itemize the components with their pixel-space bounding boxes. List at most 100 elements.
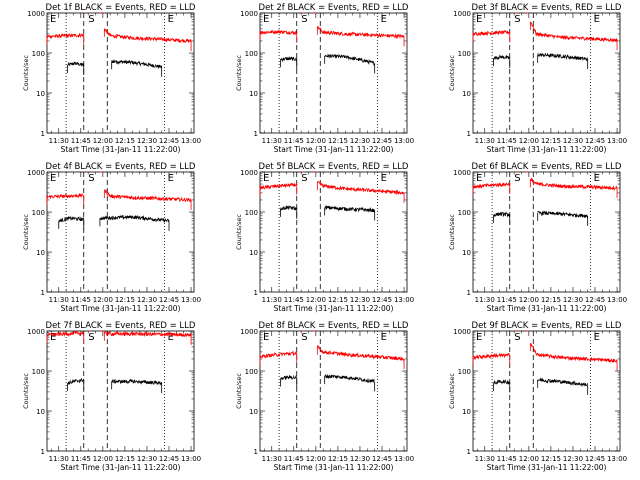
- x-tick-label: 13:00: [394, 296, 414, 304]
- x-tick-label: 11:30: [49, 137, 69, 145]
- x-tick-label: 11:45: [284, 296, 304, 304]
- event-marker: S: [514, 332, 520, 343]
- y-axis-label: Counts/sec: [235, 55, 243, 91]
- x-tick-label: 13:00: [181, 137, 201, 145]
- x-tick-label: 12:00: [93, 296, 113, 304]
- x-tick-label: 13:00: [394, 137, 414, 145]
- x-tick-label: 12:15: [541, 455, 561, 463]
- event-marker: S: [88, 173, 94, 184]
- x-tick-label: 12:30: [563, 455, 583, 463]
- x-tick-label: 12:00: [519, 137, 539, 145]
- y-tick-label: 1000: [453, 328, 471, 336]
- x-tick-label: 12:15: [328, 137, 348, 145]
- y-tick-label: 100: [32, 209, 45, 217]
- lld-series-line: [259, 350, 298, 359]
- event-marker: E: [168, 14, 174, 25]
- event-marker: S: [88, 332, 94, 343]
- events-series-line: [324, 53, 376, 66]
- chart-panel: Det 5f BLACK = Events, RED = LLD 1 10 100 10…: [235, 162, 414, 313]
- events-series-line: [280, 205, 298, 211]
- event-marker: E: [50, 14, 56, 25]
- plot-frame: [259, 12, 408, 134]
- y-tick-label: 100: [32, 368, 45, 376]
- plot-frame: [472, 12, 621, 134]
- chart-panel: Det 6f BLACK = Events, RED = LLD 1 10 100 10…: [448, 162, 627, 313]
- y-axis-label: Counts/sec: [235, 373, 243, 409]
- x-axis-label: Start Time (31-Jan-11 11:22:00): [274, 463, 394, 472]
- events-series-line: [67, 61, 85, 67]
- event-marker: E: [476, 14, 482, 25]
- events-series-line: [280, 56, 298, 63]
- x-tick-label: 13:00: [607, 455, 627, 463]
- y-tick-label: 10: [462, 249, 471, 257]
- x-axis-label: Start Time (31-Jan-11 11:22:00): [487, 304, 607, 313]
- events-series-line: [537, 52, 588, 62]
- x-tick-label: 12:30: [563, 137, 583, 145]
- y-tick-label: 1: [467, 289, 471, 297]
- x-tick-label: 12:15: [115, 296, 135, 304]
- x-tick-label: 12:00: [306, 296, 326, 304]
- y-tick-label: 1000: [453, 169, 471, 177]
- chart-title: Det 3f BLACK = Events, RED = LLD: [472, 3, 622, 13]
- x-tick-label: 12:30: [350, 137, 370, 145]
- lld-series-line: [472, 352, 511, 361]
- x-tick-label: 11:30: [262, 455, 282, 463]
- x-tick-label: 11:45: [71, 137, 91, 145]
- event-marker: S: [301, 173, 307, 184]
- plot-frame: [259, 171, 408, 293]
- event-marker: S: [514, 173, 520, 184]
- events-series-line: [537, 210, 589, 219]
- lld-series-line: [529, 177, 618, 191]
- chart-title: Det 7f BLACK = Events, RED = LLD: [46, 321, 196, 331]
- y-axis-label: Counts/sec: [22, 373, 30, 409]
- x-tick-label: 12:45: [159, 455, 179, 463]
- y-tick-label: 100: [458, 209, 471, 217]
- y-axis-label: Counts/sec: [448, 373, 456, 409]
- lld-series-line: [46, 32, 85, 39]
- x-axis-label: Start Time (31-Jan-11 11:22:00): [487, 463, 607, 472]
- chart-panel: Det 9f BLACK = Events, RED = LLD 1 10 100 10…: [448, 321, 627, 472]
- event-marker: E: [263, 14, 269, 25]
- x-tick-label: 12:45: [585, 296, 605, 304]
- y-tick-label: 1: [41, 289, 45, 297]
- event-marker: E: [263, 332, 269, 343]
- x-tick-label: 11:30: [475, 296, 495, 304]
- event-marker: E: [594, 14, 600, 25]
- x-tick-label: 12:30: [563, 296, 583, 304]
- chart-title: Det 8f BLACK = Events, RED = LLD: [259, 321, 409, 331]
- x-tick-label: 13:00: [607, 296, 627, 304]
- chart-panel: Det 8f BLACK = Events, RED = LLD 1 10 100 10…: [235, 321, 414, 472]
- y-tick-label: 1000: [27, 328, 45, 336]
- event-marker: E: [476, 173, 482, 184]
- x-tick-label: 11:45: [497, 137, 517, 145]
- event-marker: S: [301, 14, 307, 25]
- y-tick-label: 1000: [240, 328, 258, 336]
- y-tick-label: 100: [245, 368, 258, 376]
- lld-series-line: [259, 183, 298, 190]
- events-series-line: [280, 374, 298, 380]
- y-tick-label: 10: [249, 408, 258, 416]
- y-tick-label: 1: [254, 448, 258, 456]
- lld-series-line: [104, 189, 192, 203]
- event-marker: E: [50, 173, 56, 184]
- chart-panel: Det 3f BLACK = Events, RED = LLD 1 10 100 10…: [448, 3, 627, 154]
- events-series-line: [493, 211, 511, 218]
- events-series-line: [58, 215, 85, 223]
- x-axis-label: Start Time (31-Jan-11 11:22:00): [274, 145, 394, 154]
- plot-frame: [46, 330, 195, 452]
- lld-series-line: [46, 192, 84, 200]
- x-tick-label: 12:45: [585, 455, 605, 463]
- y-tick-label: 10: [462, 408, 471, 416]
- y-tick-label: 1: [254, 289, 258, 297]
- chart-title: Det 5f BLACK = Events, RED = LLD: [259, 162, 409, 172]
- x-tick-label: 11:45: [497, 296, 517, 304]
- events-series-line: [67, 377, 84, 387]
- event-marker: E: [381, 332, 387, 343]
- x-tick-label: 11:30: [475, 137, 495, 145]
- events-series-line: [537, 377, 589, 388]
- x-tick-label: 12:45: [372, 296, 392, 304]
- event-marker: S: [514, 14, 520, 25]
- event-marker: S: [88, 14, 94, 25]
- x-axis-label: Start Time (31-Jan-11 11:22:00): [61, 304, 181, 313]
